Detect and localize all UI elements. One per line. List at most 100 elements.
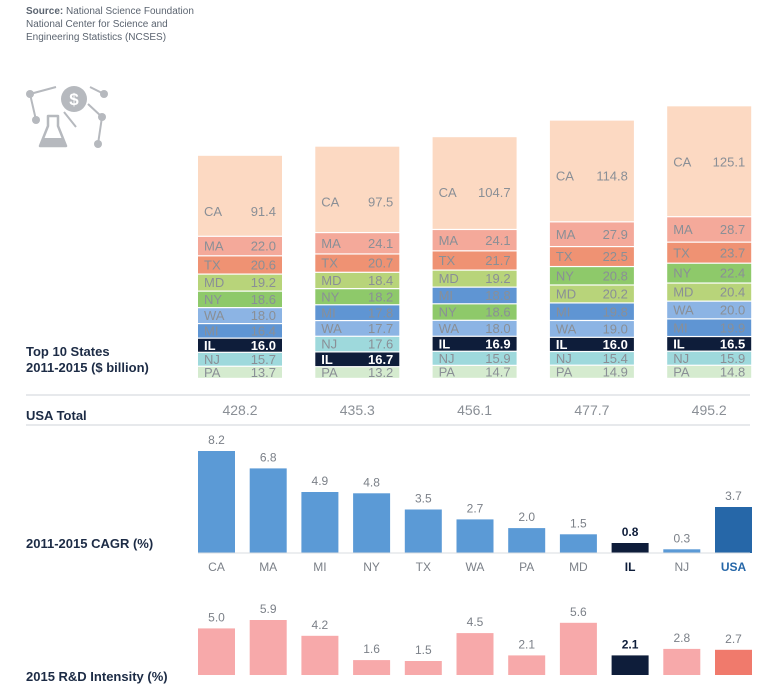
stack-col3-ny-bar <box>432 304 517 320</box>
cagr-bar-chart: 8.2 CA 6.8 MA 4.9 MI 4.8 NY 3.5 TX 2.7 WA 2.0 PA 1.5 MD… <box>198 433 752 574</box>
stack-col2-ca-state-label: CA <box>321 195 339 210</box>
stack-col1-pa-value-label: 13.7 <box>251 365 276 380</box>
stack-col1-wa-state-label: WA <box>204 308 225 323</box>
stack-col5-nj-state-label: NJ <box>673 351 689 366</box>
stack-col2-tx-value-label: 20.7 <box>368 256 393 271</box>
stack-col3-wa-value-label: 18.0 <box>485 321 510 336</box>
cagr-bar-il <box>611 543 649 553</box>
intensity-bar-il <box>611 655 649 675</box>
stack-col3-il-state-label: IL <box>439 336 451 351</box>
stack-col3-mi-bar <box>432 287 517 304</box>
intensity-bar-pa <box>508 655 546 675</box>
stack-col3-nj-bar <box>432 351 517 365</box>
intensity-value-wa: 4.5 <box>467 615 484 629</box>
stack-col2-ma-value-label: 24.1 <box>368 236 393 251</box>
intensity-value-usa: 2.7 <box>725 632 742 646</box>
intensity-value-nj: 2.8 <box>673 631 690 645</box>
stack-col4-md-value-label: 20.2 <box>603 287 628 302</box>
stack-col4-mi-value-label: 19.8 <box>603 304 628 319</box>
stack-col4-pa-bar <box>549 365 634 378</box>
cagr-value-nj: 0.3 <box>673 531 690 545</box>
stack-col2-nj-value-label: 17.6 <box>368 337 393 352</box>
stack-col4-md-bar <box>549 285 634 303</box>
stack-col1-pa-state-label: PA <box>204 365 221 380</box>
stack-col4-nj-bar <box>549 352 634 365</box>
stack-col1-nj-state-label: NJ <box>204 352 220 367</box>
stack-col5-md-bar <box>667 283 752 301</box>
stack-col5-ma-bar <box>667 217 752 242</box>
stack-col1-ma-value-label: 22.0 <box>251 239 276 254</box>
cagr-category-wa: WA <box>466 560 485 574</box>
stack-col5-nj-value-label: 15.9 <box>720 351 745 366</box>
usa-totals-row: 428.2 435.3 456.1 477.7 495.2 <box>222 402 726 418</box>
stack-col4-il-value-label: 16.0 <box>603 337 628 352</box>
stack-col5-nj-bar <box>667 351 752 365</box>
stack-col3-tx-value-label: 21.7 <box>485 253 510 268</box>
cagr-value-usa: 3.7 <box>725 489 742 503</box>
stack-col3-il-bar <box>432 336 517 351</box>
intensity-value-pa: 2.1 <box>518 637 535 651</box>
cagr-value-ma: 6.8 <box>260 450 277 464</box>
cagr-category-ny: NY <box>363 560 380 574</box>
intensity-bar-ma <box>249 620 287 675</box>
stack-col3-tx-state-label: TX <box>439 253 456 268</box>
stack-col1-ny-bar <box>198 291 282 308</box>
stack-col3-md-state-label: MD <box>439 271 459 286</box>
stack-col3-md-bar <box>432 270 517 287</box>
stack-col4-ca-state-label: CA <box>556 169 574 184</box>
stack-col5-tx-state-label: TX <box>673 245 690 260</box>
intensity-value-ny: 1.6 <box>363 642 380 656</box>
stack-col4-il-state-label: IL <box>556 337 568 352</box>
cagr-category-mi: MI <box>313 560 326 574</box>
stack-col2-mi-state-label: MI <box>321 305 335 320</box>
intensity-value-il: 2.1 <box>622 637 639 651</box>
cagr-value-md: 1.5 <box>570 516 587 530</box>
stack-col2-wa-bar <box>315 321 400 336</box>
intensity-bar-tx <box>404 661 442 675</box>
stack-col5-wa-bar <box>667 301 752 319</box>
stack-col5-ca-value-label: 125.1 <box>713 154 746 169</box>
stack-label-line1: Top 10 States <box>26 344 110 359</box>
stack-col4-wa-state-label: WA <box>556 322 577 337</box>
stack-col3-il-value-label: 16.9 <box>485 336 510 351</box>
stack-col3-ca-value-label: 104.7 <box>478 185 511 200</box>
cagr-category-md: MD <box>569 560 588 574</box>
svg-text:$: $ <box>69 90 79 109</box>
cagr-bar-nj <box>663 549 701 553</box>
stack-col1-il-state-label: IL <box>204 338 216 353</box>
stack-col1-ca-value-label: 91.4 <box>251 204 276 219</box>
stack-col1-wa-bar <box>198 308 282 323</box>
stack-col4-nj-value-label: 15.4 <box>603 351 628 366</box>
usa-total-col3: 456.1 <box>457 402 492 418</box>
intensity-value-mi: 4.2 <box>312 618 329 632</box>
stack-col4-ma-state-label: MA <box>556 227 576 242</box>
stack-col5-md-value-label: 20.4 <box>720 285 745 300</box>
stack-col5-wa-state-label: WA <box>673 303 694 318</box>
cagr-value-il: 0.8 <box>622 525 639 539</box>
intensity-bar-mi <box>301 635 339 675</box>
cagr-category-il: IL <box>625 560 636 574</box>
cagr-value-tx: 3.5 <box>415 492 432 506</box>
stack-col2-il-bar <box>315 352 400 367</box>
stack-col3-pa-state-label: PA <box>439 365 456 380</box>
stack-col3-ca-bar <box>432 137 517 229</box>
stack-col5-pa-state-label: PA <box>673 364 690 379</box>
stack-col1-mi-bar <box>198 324 282 338</box>
stack-col1-tx-value-label: 20.6 <box>251 258 276 273</box>
stack-col2-ma-bar <box>315 233 400 254</box>
stack-col3-ma-bar <box>432 230 517 251</box>
stack-col1-nj-bar <box>198 352 282 366</box>
cagr-value-pa: 2.0 <box>518 510 535 524</box>
stack-col2-ca-value-label: 97.5 <box>368 195 393 210</box>
intensity-bar-md <box>559 622 597 675</box>
stack-col1-ny-value-label: 18.6 <box>251 292 276 307</box>
stack-col4-ma-bar <box>549 222 634 246</box>
cagr-bar-usa <box>715 507 752 553</box>
stack-col2-md-bar <box>315 272 400 289</box>
stack-col5-tx-bar <box>667 242 752 263</box>
stack-col3-tx-bar <box>432 251 517 270</box>
cagr-category-nj: NJ <box>674 560 689 574</box>
stack-col4-wa-bar <box>549 321 634 337</box>
source-note: Source: National Science Foundation Nati… <box>26 5 196 44</box>
cagr-bar-ca <box>198 451 235 553</box>
